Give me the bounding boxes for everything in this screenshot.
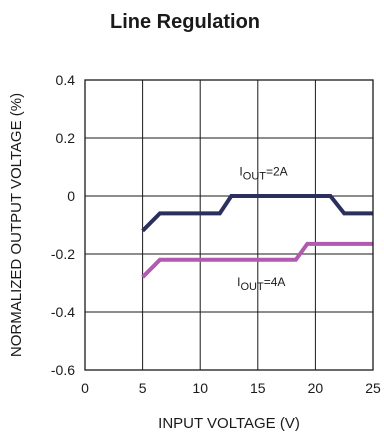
plot-area: [85, 80, 373, 370]
x-tick-label: 10: [192, 380, 208, 396]
y-tick-label: -0.4: [51, 304, 75, 320]
y-tick-label: 0.4: [56, 72, 76, 88]
y-axis-label: NORMALIZED OUTPUT VOLTAGE (%): [8, 93, 25, 357]
y-tick-label: 0: [67, 188, 75, 204]
x-tick-label: 25: [365, 380, 381, 396]
x-tick-labels: 0 5 10 15 20 25: [81, 380, 381, 396]
series-group: [141, 194, 373, 279]
y-tick-labels: 0.4 0.2 0 -0.2 -0.4 -0.6: [51, 72, 75, 378]
x-tick-label: 15: [250, 380, 266, 396]
y-tick-label: -0.6: [51, 362, 75, 378]
series-line-1: [141, 194, 373, 233]
series-annotation-2: IOUT=4A: [237, 275, 285, 293]
y-tick-label: -0.2: [51, 246, 75, 262]
series-line-2: [141, 241, 373, 279]
x-axis-label: INPUT VOLTAGE (V): [158, 415, 300, 432]
x-tick-label: 20: [308, 380, 324, 396]
plot-frame: [84, 79, 374, 371]
series-annotation-1: IOUT=2A: [239, 165, 287, 183]
y-tick-label: 0.2: [56, 130, 76, 146]
x-tick-label: 0: [81, 380, 89, 396]
x-tick-label: 5: [139, 380, 147, 396]
chart-title: Line Regulation: [110, 11, 260, 33]
annotation-group: IOUT=2A IOUT=4A: [237, 165, 288, 293]
